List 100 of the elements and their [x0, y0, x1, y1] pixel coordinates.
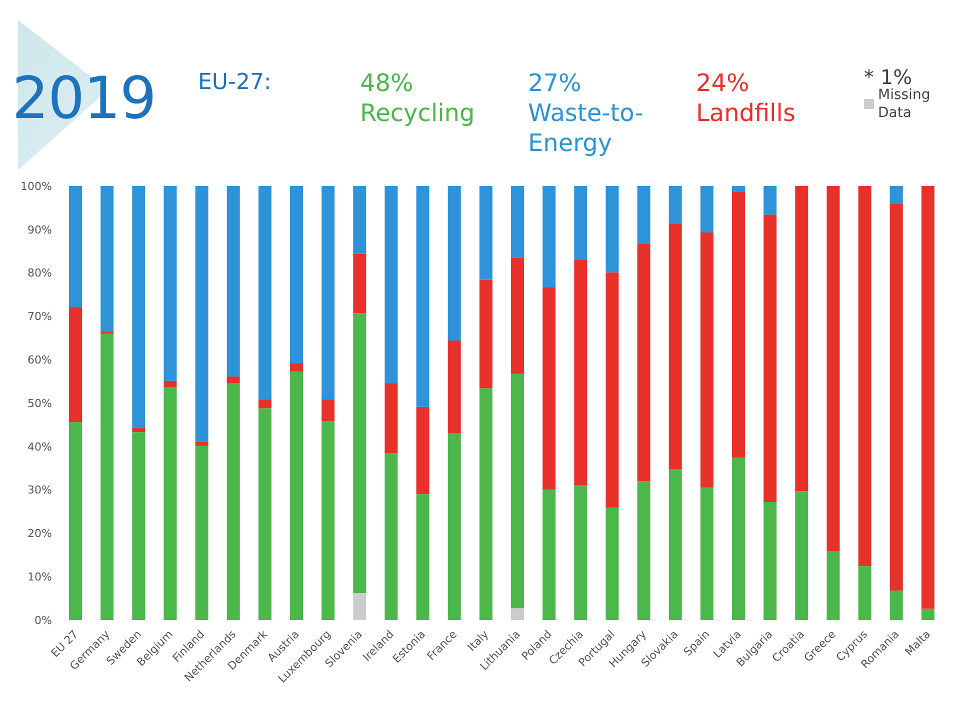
y-tick-label: 60% — [28, 354, 52, 367]
bar — [258, 408, 272, 620]
bar — [764, 186, 777, 215]
bar — [511, 608, 524, 620]
bar — [921, 186, 934, 609]
bar — [322, 421, 335, 620]
bar — [448, 432, 461, 620]
bar — [132, 186, 146, 428]
text: Landfills — [696, 99, 796, 127]
bar — [69, 186, 82, 308]
bar — [416, 186, 430, 407]
bar — [637, 481, 650, 620]
text: * 1% — [864, 65, 912, 89]
y-tick-label: 80% — [28, 266, 52, 280]
bar — [668, 223, 682, 469]
bar — [479, 388, 492, 620]
bar — [764, 214, 777, 502]
bar — [574, 259, 588, 486]
bar — [890, 186, 903, 204]
bar — [353, 186, 366, 254]
bar — [542, 490, 556, 620]
chart-title: 2019 — [12, 64, 156, 132]
bar — [132, 432, 146, 620]
bar — [69, 308, 82, 422]
bar — [226, 376, 240, 384]
bar — [511, 186, 524, 258]
bar — [700, 488, 714, 620]
bar — [353, 254, 366, 314]
y-tick-label: 10% — [28, 570, 52, 584]
text: Recycling — [360, 99, 475, 127]
bar — [290, 372, 303, 620]
bar — [195, 442, 208, 446]
bar — [732, 458, 745, 620]
chart-subtitle: EU-27: — [198, 70, 272, 95]
bar — [226, 186, 240, 377]
legend-label: Missing Data — [878, 86, 932, 122]
series-label: Waste-to-Energy — [528, 99, 644, 157]
bar — [290, 363, 303, 372]
bar — [606, 508, 619, 620]
bar — [226, 383, 240, 620]
bar — [511, 374, 524, 608]
bar — [574, 485, 588, 620]
text: 24% — [696, 68, 750, 98]
bar — [384, 453, 398, 620]
bar — [164, 186, 177, 381]
bar — [322, 186, 335, 400]
bar — [132, 427, 146, 432]
bar — [858, 566, 872, 620]
bar — [858, 186, 872, 566]
bar — [100, 186, 114, 332]
bar — [606, 186, 619, 272]
bar — [826, 186, 840, 552]
bar — [448, 340, 461, 433]
y-tick-label: 100% — [20, 180, 52, 193]
y-tick-label: 40% — [28, 440, 52, 454]
bar — [416, 406, 430, 494]
bar — [384, 186, 398, 384]
bar — [668, 468, 682, 620]
bar — [100, 334, 114, 620]
bar — [353, 313, 366, 594]
y-tick-label: 70% — [28, 310, 52, 324]
y-tick-label: 20% — [28, 527, 52, 540]
bar — [479, 280, 492, 388]
bar — [164, 387, 177, 620]
bar — [700, 186, 714, 232]
bar — [195, 186, 208, 442]
bar — [542, 186, 556, 288]
bar — [795, 491, 808, 620]
bar — [668, 186, 682, 224]
bar — [826, 551, 840, 620]
bar — [384, 383, 398, 454]
bar — [479, 186, 492, 280]
bar — [732, 186, 745, 192]
bar — [100, 331, 114, 334]
bar — [732, 191, 745, 458]
bar — [606, 272, 619, 508]
y-tick-label: 30% — [28, 484, 52, 497]
bar — [542, 288, 556, 490]
bar — [795, 186, 808, 492]
bar — [164, 380, 177, 388]
bar — [322, 399, 335, 422]
bar — [637, 186, 650, 244]
bar — [890, 203, 903, 590]
bar — [637, 243, 650, 482]
bar — [890, 590, 903, 620]
bar — [448, 186, 461, 341]
bar — [258, 186, 272, 400]
text: 48% — [360, 68, 414, 98]
bar — [700, 232, 714, 488]
bar — [416, 494, 430, 620]
bar — [69, 422, 82, 620]
bar — [258, 399, 272, 408]
bar — [195, 446, 208, 620]
bar — [290, 186, 303, 364]
bar — [764, 502, 777, 620]
y-tick-label: 90% — [28, 223, 52, 236]
bar — [921, 608, 934, 620]
bar — [574, 186, 588, 260]
y-tick-label: 0% — [34, 614, 52, 627]
y-tick-label: 50% — [28, 396, 52, 410]
